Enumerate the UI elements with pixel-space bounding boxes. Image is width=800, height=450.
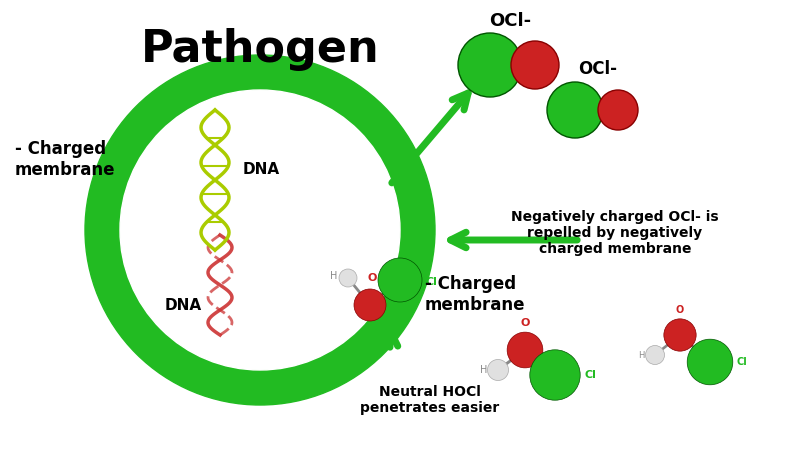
Text: H: H: [330, 271, 338, 281]
Text: Neutral HOCl
penetrates easier: Neutral HOCl penetrates easier: [360, 385, 500, 415]
Text: Cl: Cl: [737, 357, 747, 367]
Circle shape: [664, 319, 696, 351]
Text: DNA: DNA: [243, 162, 280, 177]
Text: OCl-: OCl-: [489, 12, 531, 30]
Circle shape: [530, 350, 580, 400]
Text: Pathogen: Pathogen: [141, 28, 379, 71]
Text: DNA: DNA: [165, 297, 202, 312]
Text: Cl: Cl: [426, 277, 438, 287]
Circle shape: [85, 55, 435, 405]
Circle shape: [547, 82, 603, 138]
Circle shape: [598, 90, 638, 130]
Text: OCl-: OCl-: [578, 60, 618, 78]
Circle shape: [458, 33, 522, 97]
Text: Cl: Cl: [584, 370, 596, 380]
Circle shape: [646, 346, 665, 365]
Text: - Charged
membrane: - Charged membrane: [15, 140, 115, 179]
Circle shape: [354, 289, 386, 321]
Circle shape: [507, 332, 543, 368]
Text: O: O: [520, 318, 530, 328]
Circle shape: [687, 339, 733, 385]
Text: O: O: [367, 273, 377, 283]
Circle shape: [511, 41, 559, 89]
Text: H: H: [480, 365, 487, 375]
Text: H: H: [638, 351, 645, 360]
Circle shape: [120, 90, 400, 370]
Text: Negatively charged OCl- is
repelled by negatively
charged membrane: Negatively charged OCl- is repelled by n…: [511, 210, 719, 256]
Text: O: O: [676, 305, 684, 315]
Circle shape: [378, 258, 422, 302]
Circle shape: [487, 360, 509, 381]
Circle shape: [339, 269, 357, 287]
Text: - Charged
membrane: - Charged membrane: [425, 275, 526, 314]
